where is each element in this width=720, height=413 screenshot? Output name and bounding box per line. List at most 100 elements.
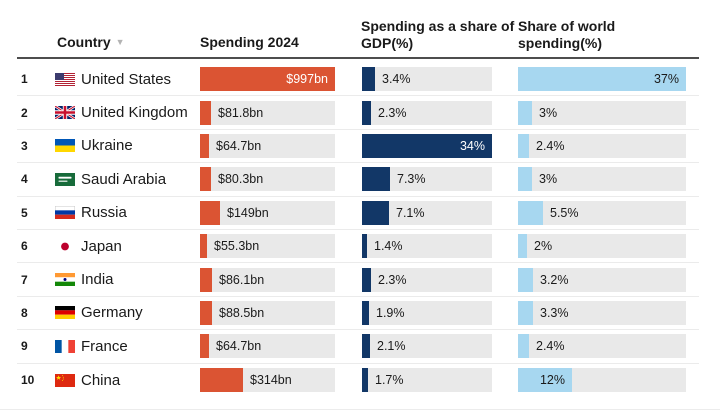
gdp-share-value-label: 34%: [459, 138, 485, 153]
table-row: 8 Germany $88.5bn 1.9% 3.3%: [17, 297, 699, 331]
gdp-share-bar: [362, 167, 390, 192]
country-cell: France: [55, 338, 200, 355]
spending-bar-track: $64.7bn: [200, 334, 335, 359]
united-states-flag-icon: [55, 72, 75, 86]
country-name: Saudi Arabia: [81, 170, 167, 188]
spending-value-label: $88.5bn: [219, 305, 265, 320]
world-share-bar-cell: 3%: [518, 100, 686, 125]
table-row: 2 United Kingdom $81.8bn 2.3% 3%: [17, 96, 699, 130]
gdp-share-bar: [362, 334, 370, 359]
rank-label: 4: [21, 172, 28, 187]
world-share-value-label: 5.5%: [550, 205, 579, 220]
gdp-share-bar-cell: 7.3%: [362, 167, 492, 192]
gdp-share-value-label: 3.4%: [382, 72, 411, 87]
gdp-share-bar-track: 1.7%: [362, 368, 492, 393]
spending-bar-cell: $88.5bn: [200, 300, 335, 325]
table-header: Country ▼ Spending 2024 Spending as a sha…: [0, 0, 720, 59]
sort-descending-icon[interactable]: ▼: [115, 36, 125, 47]
world-share-bar-track: 2%: [518, 234, 686, 259]
gdp-share-bar-track: 1.4%: [362, 234, 492, 259]
world-share-bar: [518, 267, 533, 292]
gdp-share-bar: [362, 100, 371, 125]
gdp-share-value-label: 7.3%: [397, 172, 426, 187]
country-name: Ukraine: [81, 137, 133, 155]
country-cell: United Kingdom: [55, 104, 200, 121]
world-share-bar: [518, 67, 686, 92]
gdp-share-bar: [362, 200, 389, 225]
world-share-bar: [518, 300, 533, 325]
world-share-bar: [518, 167, 532, 192]
world-share-bar-cell: 37%: [518, 67, 686, 92]
column-header-country[interactable]: Country ▼: [57, 34, 125, 51]
table-row: 5 Russia $149bn 7.1% 5.5%: [17, 197, 699, 230]
gdp-share-bar-cell: 1.9%: [362, 300, 492, 325]
gdp-share-value-label: 2.1%: [377, 339, 406, 354]
world-share-bar-cell: 3%: [518, 167, 686, 192]
gdp-share-bar-track: 2.3%: [362, 267, 492, 292]
table-row: 3 Ukraine $64.7bn 34% 2.4%: [17, 130, 699, 164]
world-share-bar: [518, 368, 572, 393]
spending-bar-track: $81.8bn: [200, 100, 335, 125]
table-row: 6 Japan $55.3bn 1.4% 2%: [17, 230, 699, 264]
country-name: United States: [81, 70, 172, 88]
gdp-share-bar-cell: 1.7%: [362, 368, 492, 393]
spending-value-label: $314bn: [250, 373, 292, 388]
spending-bar-track: $80.3bn: [200, 167, 335, 192]
gdp-share-value-label: 1.7%: [375, 373, 404, 388]
spending-bar: [200, 300, 212, 325]
russia-flag-icon: [55, 206, 75, 220]
country-cell: Japan: [55, 238, 200, 255]
world-share-value-label: 3.3%: [540, 305, 569, 320]
spending-value-label: $55.3bn: [214, 239, 260, 254]
spending-value-label: $64.7bn: [216, 138, 262, 153]
header-rule: [17, 57, 699, 59]
germany-flag-icon: [55, 306, 75, 320]
spending-bar-cell: $55.3bn: [200, 234, 335, 259]
gdp-share-bar-track: 1.9%: [362, 300, 492, 325]
world-share-bar-cell: 3.3%: [518, 300, 686, 325]
world-share-value-label: 2.4%: [536, 339, 565, 354]
saudi-arabia-flag-icon: [55, 172, 75, 186]
country-name: United Kingdom: [81, 104, 188, 122]
world-share-bar-track: 3%: [518, 100, 686, 125]
country-name: Russia: [81, 204, 127, 222]
gdp-share-value-label: 1.4%: [374, 239, 403, 254]
world-share-bar: [518, 334, 529, 359]
spending-bar-track: $64.7bn: [200, 133, 335, 158]
spending-value-label: $81.8bn: [218, 105, 264, 120]
world-share-value-label: 12%: [539, 373, 565, 388]
gdp-share-value-label: 7.1%: [396, 205, 425, 220]
spending-value-label: $86.1bn: [219, 272, 265, 287]
world-share-value-label: 2.4%: [536, 138, 565, 153]
spending-bar-track: $997bn: [200, 67, 335, 92]
rank-label: 7: [21, 272, 28, 287]
gdp-share-bar-track: 2.3%: [362, 100, 492, 125]
column-header-gdp-share[interactable]: Spending as a share of GDP(%): [361, 17, 515, 51]
spending-bar: [200, 67, 335, 92]
world-share-value-label: 37%: [653, 72, 679, 87]
world-share-bar: [518, 133, 529, 158]
spending-bar: [200, 267, 212, 292]
spending-bar: [200, 234, 207, 259]
table-row: 4 Saudi Arabia $80.3bn 7.3% 3%: [17, 163, 699, 197]
rank-label: 1: [21, 72, 28, 87]
world-share-bar-track: 3.3%: [518, 300, 686, 325]
gdp-share-bar: [362, 368, 368, 393]
world-share-value-label: 3%: [539, 105, 558, 120]
gdp-share-value-label: 1.9%: [376, 305, 405, 320]
gdp-share-bar: [362, 300, 369, 325]
column-header-world-share[interactable]: Share of world spending(%): [518, 17, 616, 51]
column-header-spending[interactable]: Spending 2024: [200, 33, 299, 50]
spending-value-label: $80.3bn: [218, 172, 264, 187]
spending-bar: [200, 200, 220, 225]
gdp-share-bar-cell: 2.1%: [362, 334, 492, 359]
gdp-share-bar: [362, 234, 367, 259]
spending-bar-track: $86.1bn: [200, 267, 335, 292]
gdp-share-bar-cell: 2.3%: [362, 100, 492, 125]
world-share-bar-track: 3%: [518, 167, 686, 192]
world-share-bar-track: 3.2%: [518, 267, 686, 292]
table-body: 1 United States $997bn 3.4% 37% 2: [17, 63, 699, 397]
rank-label: 3: [21, 138, 28, 153]
gdp-share-bar-track: 2.1%: [362, 334, 492, 359]
spending-bar-track: $88.5bn: [200, 300, 335, 325]
